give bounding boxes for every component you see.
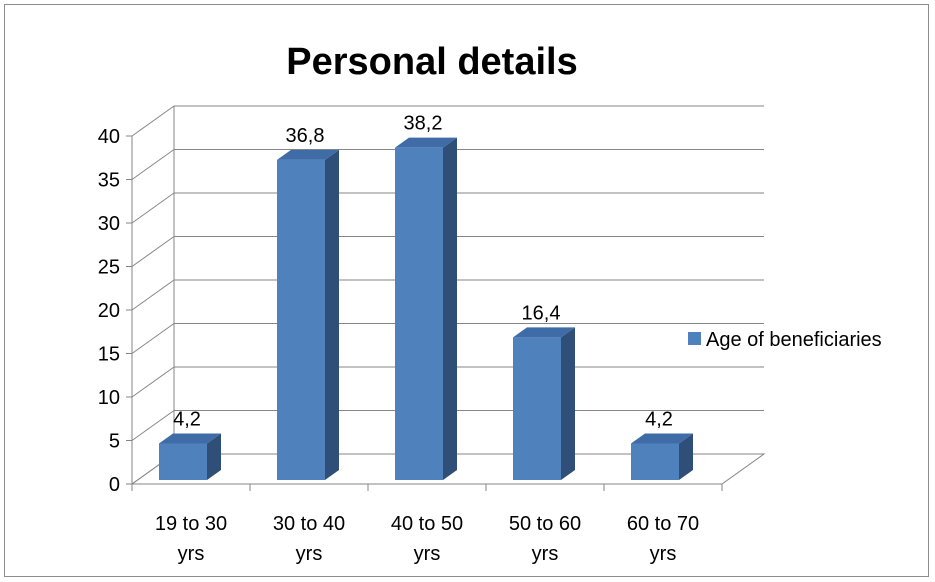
gridline-depth bbox=[132, 237, 174, 267]
y-tick-label: 0 bbox=[109, 474, 120, 496]
x-tick-label: 30 to 40 yrs bbox=[273, 513, 345, 565]
bar-side bbox=[443, 138, 457, 480]
gridline-depth bbox=[132, 280, 174, 310]
bar-side bbox=[325, 150, 339, 480]
gridline-depth bbox=[132, 367, 174, 397]
y-tick-label: 10 bbox=[98, 387, 120, 409]
x-tick-label: 40 to 50 yrs bbox=[391, 513, 463, 565]
gridline-depth bbox=[132, 150, 174, 180]
data-label: 4,2 bbox=[645, 408, 673, 430]
gridline-depth bbox=[132, 411, 174, 441]
y-tick-label: 5 bbox=[109, 431, 120, 453]
chart-legend: Age of beneficiaries bbox=[688, 329, 882, 351]
x-tick-label: 60 to 70 yrs bbox=[627, 513, 699, 565]
legend-label: Age of beneficiaries bbox=[706, 329, 882, 351]
data-label: 16,4 bbox=[522, 302, 561, 324]
bar-front bbox=[159, 443, 207, 480]
y-tick-label: 25 bbox=[98, 257, 120, 279]
chart-title: Personal details bbox=[286, 41, 577, 83]
y-tick-label: 15 bbox=[98, 344, 120, 366]
y-tick-label: 30 bbox=[98, 213, 120, 235]
bar-chart: Personal details 0 5 10 15 20 25 30 35 40 19 to 3… bbox=[5, 5, 930, 578]
legend-swatch bbox=[688, 332, 701, 345]
chart-bars: 4,2 36,8 38,2 16,4 4,2 bbox=[159, 113, 693, 480]
y-tick-label: 40 bbox=[98, 126, 120, 148]
bar bbox=[159, 433, 221, 480]
bar-front bbox=[631, 443, 679, 480]
bar bbox=[277, 150, 339, 480]
x-tick-label: 50 to 60 yrs bbox=[509, 513, 581, 565]
chart-frame: Personal details 0 5 10 15 20 25 30 35 40 19 to 3… bbox=[4, 4, 929, 577]
data-label: 4,2 bbox=[173, 408, 201, 430]
data-label: 38,2 bbox=[404, 113, 443, 135]
bar-side bbox=[561, 327, 575, 480]
bar bbox=[631, 433, 693, 480]
data-label: 36,8 bbox=[286, 125, 325, 147]
gridline-depth bbox=[132, 324, 174, 354]
y-tick-label: 20 bbox=[98, 300, 120, 322]
bar-front bbox=[513, 337, 561, 480]
y-tick-label: 35 bbox=[98, 170, 120, 192]
bar-front bbox=[277, 160, 325, 480]
bar bbox=[395, 138, 457, 480]
x-tick-label: 19 to 30 yrs bbox=[155, 513, 227, 565]
bar-front bbox=[395, 148, 443, 480]
gridline-depth bbox=[132, 193, 174, 223]
bar bbox=[513, 327, 575, 480]
gridline-depth bbox=[132, 106, 174, 136]
